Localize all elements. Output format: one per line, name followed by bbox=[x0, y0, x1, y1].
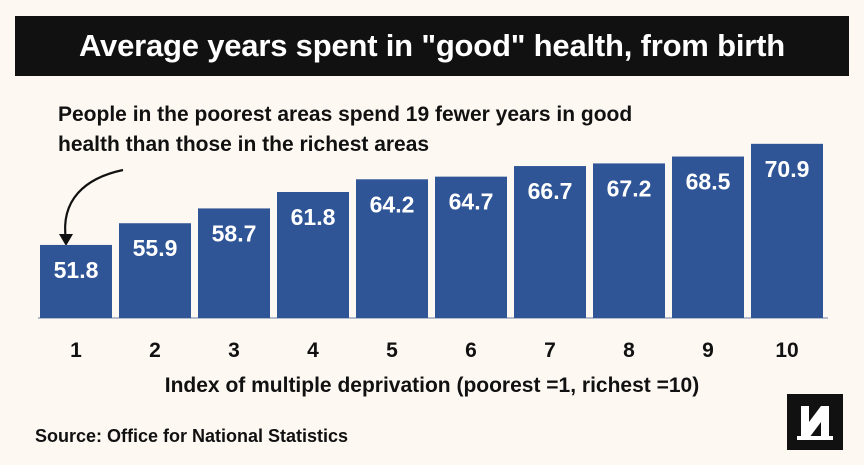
x-tick-label: 5 bbox=[386, 339, 398, 362]
bar-value-label: 64.2 bbox=[370, 191, 415, 217]
bar-value-label: 58.7 bbox=[212, 220, 257, 246]
x-axis-label: Index of multiple deprivation (poorest =… bbox=[164, 374, 700, 397]
bar-4 bbox=[277, 192, 349, 318]
bar-value-label: 66.7 bbox=[528, 178, 573, 204]
nm-logo-icon bbox=[787, 394, 843, 450]
bar-9 bbox=[672, 156, 744, 318]
source-note: Source: Office for National Statistics bbox=[35, 426, 349, 446]
bar-value-label: 64.7 bbox=[449, 189, 494, 215]
bar-5 bbox=[356, 179, 428, 318]
bar-1 bbox=[40, 244, 112, 318]
annotation-arrow bbox=[64, 168, 124, 241]
x-tick-label: 1 bbox=[70, 339, 82, 362]
bar-value-label: 51.8 bbox=[54, 257, 99, 283]
bar-value-label: 61.8 bbox=[291, 204, 336, 230]
bar-chart: 51.8 55.9 58.7 61.8 64.2 64.7 66.7 67.2 68.5 70.9… bbox=[38, 143, 828, 362]
chart-title: Average years spent in "good" health, fr… bbox=[15, 16, 849, 76]
x-tick-label: 8 bbox=[623, 339, 635, 362]
bar-2 bbox=[119, 223, 191, 318]
x-tick-label: 2 bbox=[149, 339, 161, 362]
bar-value-label: 55.9 bbox=[133, 235, 178, 261]
x-tick-label: 6 bbox=[465, 339, 477, 362]
bar-value-label: 68.5 bbox=[686, 169, 731, 195]
x-tick-label: 3 bbox=[228, 339, 240, 362]
bar-7 bbox=[514, 166, 586, 318]
bar-value-label: 70.9 bbox=[765, 156, 810, 182]
x-tick-label: 7 bbox=[544, 339, 556, 362]
x-tick-label: 10 bbox=[775, 339, 798, 362]
bar-10 bbox=[751, 143, 823, 318]
annotation-arrow-head bbox=[59, 234, 73, 246]
bar-8 bbox=[593, 163, 665, 318]
annotation-text: People in the poorest areas spend 19 few… bbox=[58, 103, 633, 156]
bar-3 bbox=[198, 208, 270, 318]
bar-value-label: 67.2 bbox=[607, 175, 652, 201]
x-tick-label: 4 bbox=[307, 339, 319, 362]
bar-6 bbox=[435, 176, 507, 318]
x-tick-label: 9 bbox=[702, 339, 714, 362]
